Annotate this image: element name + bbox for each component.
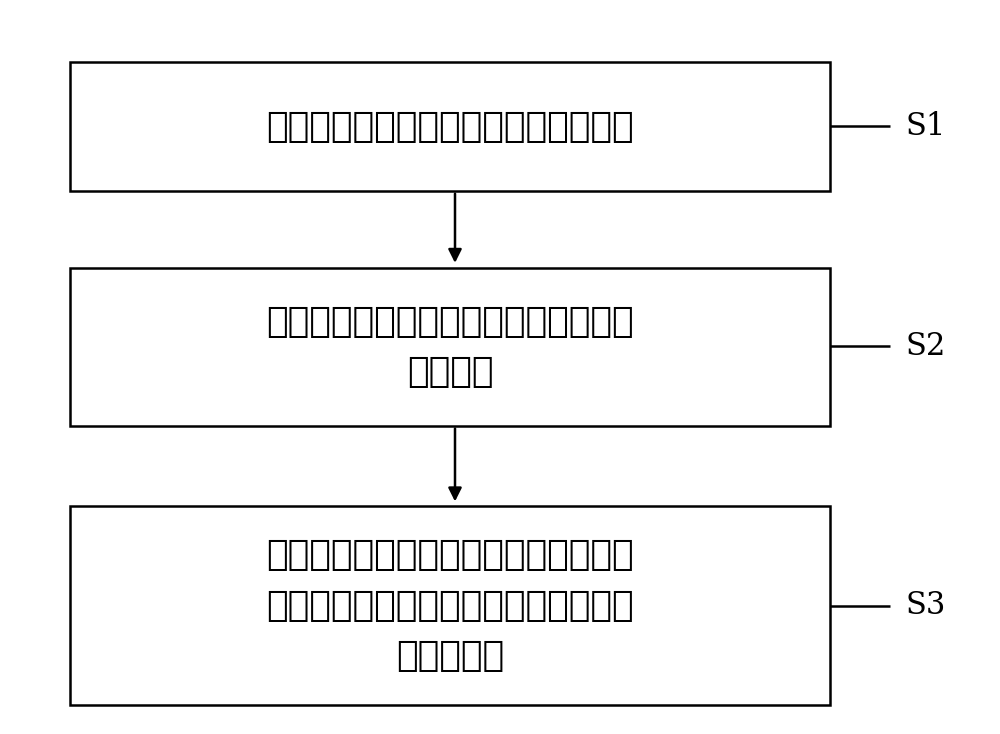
Bar: [70, 506, 830, 705]
Text: 计算刷新数据判定依据，与预设的刷新
数据阈值对比，根据判定结果启动报警
和消缺流程: 计算刷新数据判定依据，与预设的刷新 数据阈值对比，根据判定结果启动报警 和消缺流…: [266, 538, 634, 673]
Text: S2: S2: [905, 331, 945, 362]
Bar: [70, 268, 830, 426]
Text: S3: S3: [905, 590, 945, 621]
Bar: [70, 62, 830, 191]
Text: S1: S1: [905, 111, 945, 142]
Text: 主站对变电站上送数据中刷新的遥测量
进行计数: 主站对变电站上送数据中刷新的遥测量 进行计数: [266, 305, 634, 389]
Text: 主站读取数据库，获取变电站相关数据: 主站读取数据库，获取变电站相关数据: [266, 109, 634, 144]
